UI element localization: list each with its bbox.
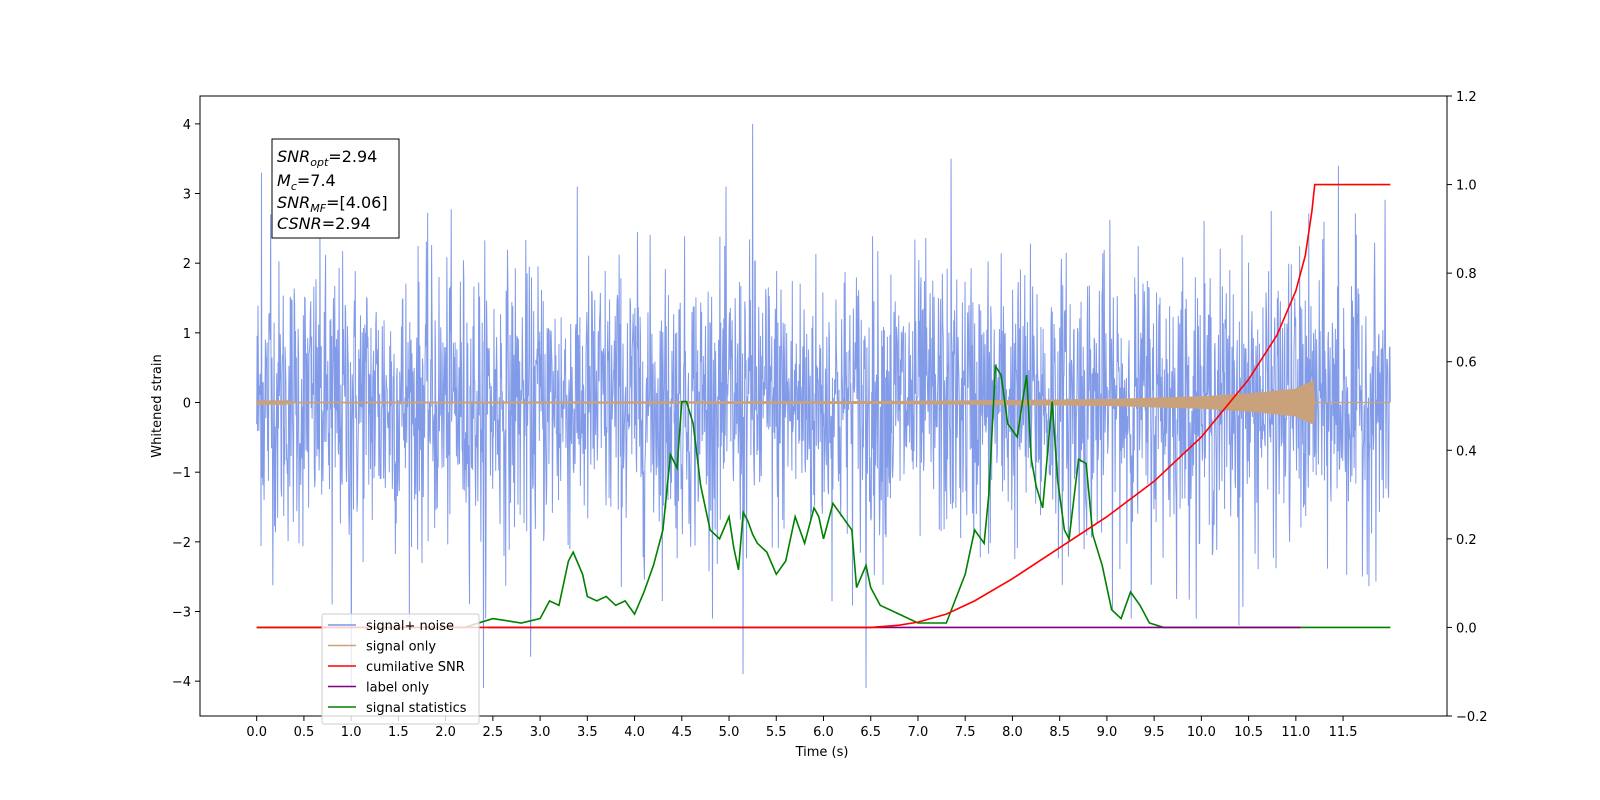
x-tick-label: 10.0 [1187, 725, 1216, 740]
x-tick-label: 4.0 [624, 725, 645, 740]
y-tick-label-right: 0.4 [1456, 444, 1477, 459]
x-tick-label: 2.0 [435, 725, 456, 740]
x-tick-label: 3.0 [530, 725, 551, 740]
x-axis-label: Time (s) [795, 745, 849, 760]
legend-label-only: label only [328, 681, 429, 696]
series-signal-only [256, 380, 1391, 425]
svg-text:label only: label only [366, 681, 429, 696]
annotation-box: SNRopt=2.94 Mc=7.4 SNRMF=[4.06] CSNR=2.9… [271, 138, 400, 239]
annotation-mc: Mc=7.4 [277, 171, 336, 193]
y-tick-label-left: −3 [172, 606, 191, 621]
x-tick-label: 6.5 [860, 725, 881, 740]
x-tick-label: 10.5 [1234, 725, 1263, 740]
y-tick-label-right: 0.0 [1456, 621, 1477, 636]
x-tick-label: 9.0 [1097, 725, 1118, 740]
series-layer [256, 123, 1391, 689]
y-tick-label-left: 1 [183, 327, 191, 342]
x-tick-label: 2.5 [483, 725, 504, 740]
x-tick-label: 9.5 [1144, 725, 1165, 740]
annotation-snr-opt: SNRopt=2.94 [277, 147, 377, 169]
series-signal-statistics [256, 363, 1391, 629]
legend: signal+ noise signal only cumilative SNR la… [321, 613, 480, 725]
y-axis-right: 1.2 1.0 0.8 0.6 0.4 0.2 0.0 −0.2 [1447, 90, 1488, 725]
y-tick-label-right: 0.8 [1456, 267, 1477, 282]
x-tick-label: 3.5 [577, 725, 598, 740]
legend-signal-only: signal only [328, 640, 436, 655]
x-tick-label: 5.0 [719, 725, 740, 740]
y-tick-label-right: 1.0 [1456, 179, 1477, 194]
y-axis-label: Whitened strain [150, 354, 165, 457]
svg-text:signal only: signal only [366, 640, 436, 655]
y-tick-label-left: −4 [172, 675, 191, 690]
annotation-snr-mf: SNRMF=[4.06] [277, 193, 388, 215]
x-tick-label: 0.0 [246, 725, 267, 740]
legend-signal-noise: signal+ noise [328, 619, 454, 634]
svg-text:signal+ noise: signal+ noise [366, 619, 454, 634]
y-tick-label-left: −1 [172, 466, 191, 481]
y-axis-left: 4 3 2 1 0 −1 −2 −3 −4 [172, 118, 200, 690]
x-tick-label: 0.5 [294, 725, 315, 740]
y-tick-label-right: 1.2 [1456, 90, 1477, 105]
series-signal-noise [256, 123, 1391, 689]
x-tick-label: 5.5 [766, 725, 787, 740]
y-tick-label-left: 0 [183, 397, 191, 412]
y-tick-label-right: −0.2 [1456, 710, 1488, 725]
x-tick-label: 11.0 [1281, 725, 1310, 740]
y-tick-label-right: 0.6 [1456, 356, 1477, 371]
x-tick-label: 1.5 [388, 725, 409, 740]
y-tick-label-left: 2 [183, 257, 191, 272]
x-tick-label: 8.0 [1002, 725, 1023, 740]
x-tick-label: 8.5 [1049, 725, 1070, 740]
svg-text:signal statistics: signal statistics [366, 701, 467, 716]
x-tick-label: 7.5 [955, 725, 976, 740]
x-tick-label: 6.0 [813, 725, 834, 740]
annotation-csnr: CSNR=2.94 [277, 214, 371, 233]
y-tick-label-left: −2 [172, 536, 191, 551]
x-tick-label: 11.5 [1329, 725, 1358, 740]
x-axis: 0.0 0.5 1.0 1.5 2.0 2.5 3.0 3.5 4.0 4.5 5.0 5.5 6.0 6… [246, 716, 1358, 740]
x-tick-label: 4.5 [671, 725, 692, 740]
series-cumulative-snr [256, 183, 1391, 629]
y-tick-label-left: 3 [183, 188, 191, 203]
legend-signal-statistics: signal statistics [328, 701, 467, 716]
svg-text:cumilative SNR: cumilative SNR [366, 660, 465, 675]
legend-cumulative-snr: cumilative SNR [328, 660, 465, 675]
y-tick-label-right: 0.2 [1456, 533, 1477, 548]
x-tick-label: 7.0 [908, 725, 929, 740]
y-tick-label-left: 4 [183, 118, 191, 133]
x-tick-label: 1.0 [341, 725, 362, 740]
